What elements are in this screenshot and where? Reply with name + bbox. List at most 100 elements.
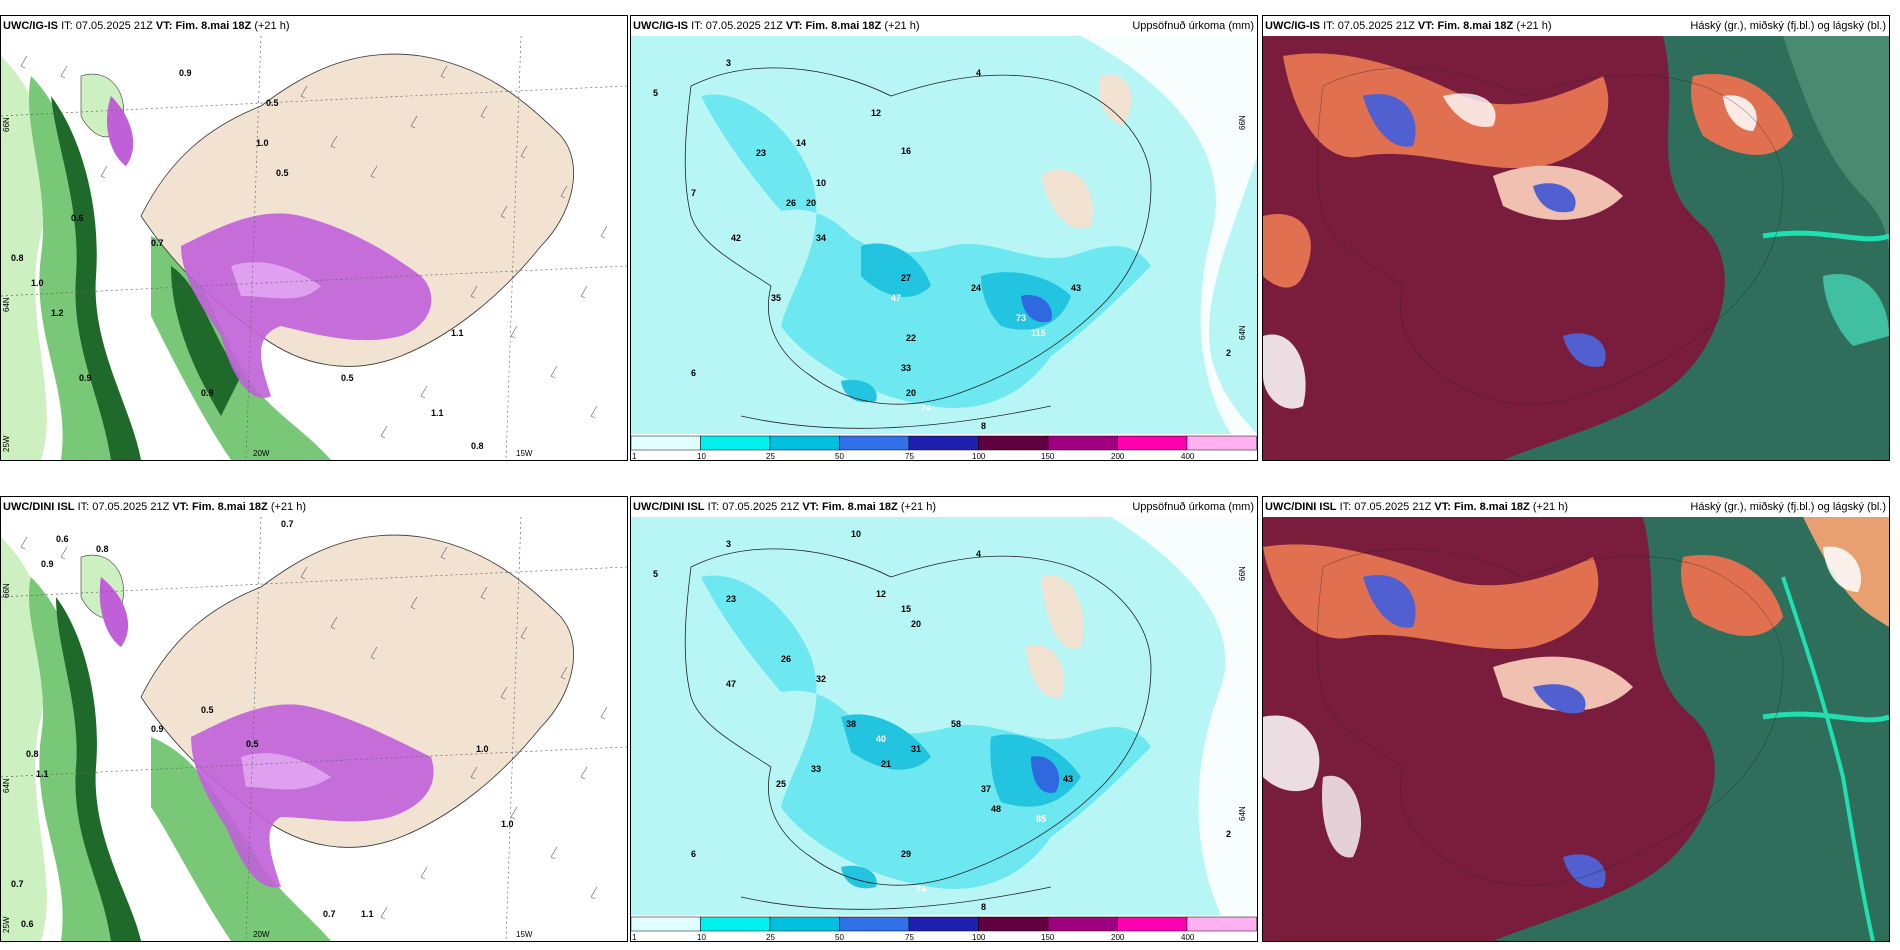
svg-text:150: 150: [1041, 452, 1055, 460]
svg-text:15W: 15W: [516, 930, 533, 939]
svg-text:24: 24: [971, 283, 981, 293]
svg-text:0.6: 0.6: [56, 534, 69, 544]
svg-text:10: 10: [816, 178, 826, 188]
svg-text:5: 5: [653, 569, 658, 579]
svg-text:15W: 15W: [516, 449, 533, 458]
svg-text:1.1: 1.1: [431, 408, 444, 418]
panel-title: UWC/IG-IS IT: 07.05.2025 21Z VT: Fim. 8.…: [633, 20, 920, 32]
panel-subtitle: Háský (gr.), miðský (fj.bl.) og lágský (…: [1690, 20, 1886, 32]
svg-text:0.9: 0.9: [79, 373, 92, 383]
svg-text:0.5: 0.5: [201, 705, 214, 715]
svg-text:115: 115: [1031, 328, 1046, 338]
svg-text:6: 6: [691, 368, 696, 378]
svg-text:150: 150: [1041, 933, 1055, 941]
svg-text:1.1: 1.1: [451, 328, 464, 338]
panel-title: UWC/IG-IS IT: 07.05.2025 21Z VT: Fim. 8.…: [1265, 20, 1552, 32]
svg-text:74: 74: [916, 884, 926, 894]
svg-text:6: 6: [691, 849, 696, 859]
svg-text:23: 23: [726, 594, 736, 604]
svg-text:20: 20: [911, 619, 921, 629]
svg-text:22: 22: [906, 333, 916, 343]
panel-wind-row1: UWC/IG-IS IT: 07.05.2025 21Z VT: Fim. 8.…: [0, 15, 628, 461]
svg-text:1: 1: [632, 933, 637, 941]
precip-map: 3 5 10 12 15 23 20 32 26 47 31 38 40 58 …: [631, 517, 1257, 915]
svg-text:25: 25: [766, 933, 775, 941]
svg-text:0.5: 0.5: [276, 168, 289, 178]
svg-text:4: 4: [976, 549, 981, 559]
svg-text:20W: 20W: [253, 449, 270, 458]
svg-text:1.0: 1.0: [501, 819, 514, 829]
svg-text:12: 12: [871, 108, 881, 118]
svg-text:66N: 66N: [1238, 566, 1247, 581]
panel-precip-row2: UWC/DINI ISL IT: 07.05.2025 21Z VT: Fim.…: [630, 496, 1258, 942]
svg-text:0.8: 0.8: [96, 544, 109, 554]
svg-text:74: 74: [921, 403, 931, 413]
svg-text:0.9: 0.9: [179, 68, 192, 78]
wind-map: 0.9 0.5 1.0 0.5 0.6 0.8 1.2 1.0 0.9 1.1 …: [1, 36, 627, 460]
svg-text:20: 20: [906, 388, 916, 398]
svg-text:66N: 66N: [1238, 115, 1247, 130]
colorbar: 1 10 25 50 75 100 150 200 400: [631, 434, 1257, 460]
panel-title: UWC/DINI ISL IT: 07.05.2025 21Z VT: Fim.…: [633, 501, 936, 513]
panel-subtitle: Háský (gr.), miðský (fj.bl.) og lágský (…: [1690, 501, 1886, 513]
svg-text:1: 1: [632, 452, 637, 460]
cloud-map-svg: [1263, 36, 1889, 460]
panel-subtitle: Uppsöfnuð úrkoma (mm): [1132, 501, 1254, 513]
svg-text:12: 12: [876, 589, 886, 599]
svg-text:25: 25: [766, 452, 775, 460]
svg-text:1.0: 1.0: [31, 278, 44, 288]
precip-map: 3 5 7 12 16 23 14 10 26 20 42 34 27 35 4…: [631, 36, 1257, 434]
svg-text:25: 25: [776, 779, 786, 789]
svg-text:100: 100: [972, 452, 986, 460]
panel-wind-row2: UWC/DINI ISL IT: 07.05.2025 21Z VT: Fim.…: [0, 496, 628, 942]
svg-text:64N: 64N: [1238, 806, 1247, 821]
colorbar-svg: 1 10 25 50 75 100 150 200 400: [631, 916, 1257, 941]
svg-text:100: 100: [972, 933, 986, 941]
panel-title: UWC/IG-IS IT: 07.05.2025 21Z VT: Fim. 8.…: [3, 20, 290, 32]
panel-cloud-row2: UWC/DINI ISL IT: 07.05.2025 21Z VT: Fim.…: [1262, 496, 1890, 942]
precip-map-svg: 3 5 7 12 16 23 14 10 26 20 42 34 27 35 4…: [631, 36, 1257, 434]
svg-text:64N: 64N: [2, 297, 11, 312]
svg-text:0.9: 0.9: [41, 559, 54, 569]
svg-text:85: 85: [1036, 814, 1046, 824]
svg-text:8: 8: [981, 902, 986, 912]
svg-text:34: 34: [816, 233, 826, 243]
wind-map-svg: 0.7 0.6 0.8 0.9 1.0 0.5 0.8 1.1 0.7 0.5 …: [1, 517, 627, 941]
svg-text:0.8: 0.8: [11, 253, 24, 263]
svg-text:3: 3: [726, 539, 731, 549]
svg-text:35: 35: [771, 293, 781, 303]
svg-text:26: 26: [781, 654, 791, 664]
svg-text:66N: 66N: [2, 583, 11, 598]
svg-text:21: 21: [881, 759, 891, 769]
panel-title: UWC/DINI ISL IT: 07.05.2025 21Z VT: Fim.…: [1265, 501, 1568, 513]
svg-text:200: 200: [1111, 933, 1125, 941]
svg-text:0.9: 0.9: [201, 388, 214, 398]
svg-text:0.7: 0.7: [323, 909, 336, 919]
svg-text:31: 31: [911, 744, 921, 754]
svg-text:1.1: 1.1: [36, 769, 49, 779]
wind-map: 0.7 0.6 0.8 0.9 1.0 0.5 0.8 1.1 0.7 0.5 …: [1, 517, 627, 941]
svg-text:5: 5: [653, 88, 658, 98]
svg-text:2: 2: [1226, 829, 1231, 839]
svg-text:32: 32: [816, 674, 826, 684]
svg-text:0.7: 0.7: [11, 879, 24, 889]
wind-barbs: [20, 55, 608, 439]
svg-text:0.5: 0.5: [266, 98, 279, 108]
svg-text:0.6: 0.6: [71, 213, 84, 223]
svg-text:4: 4: [976, 68, 981, 78]
svg-text:400: 400: [1181, 933, 1195, 941]
svg-text:42: 42: [731, 233, 741, 243]
svg-text:1.2: 1.2: [51, 308, 64, 318]
svg-text:0.8: 0.8: [26, 749, 39, 759]
svg-text:1.0: 1.0: [476, 744, 489, 754]
svg-text:33: 33: [901, 363, 911, 373]
svg-text:0.8: 0.8: [471, 441, 484, 451]
svg-text:43: 43: [1063, 774, 1073, 784]
svg-text:48: 48: [991, 804, 1001, 814]
svg-text:27: 27: [901, 273, 911, 283]
svg-text:75: 75: [905, 452, 914, 460]
svg-text:66N: 66N: [2, 117, 11, 132]
svg-text:26: 26: [786, 198, 796, 208]
colorbar-svg: 1 10 25 50 75 100 150 200 400: [631, 435, 1257, 460]
svg-text:7: 7: [691, 188, 696, 198]
